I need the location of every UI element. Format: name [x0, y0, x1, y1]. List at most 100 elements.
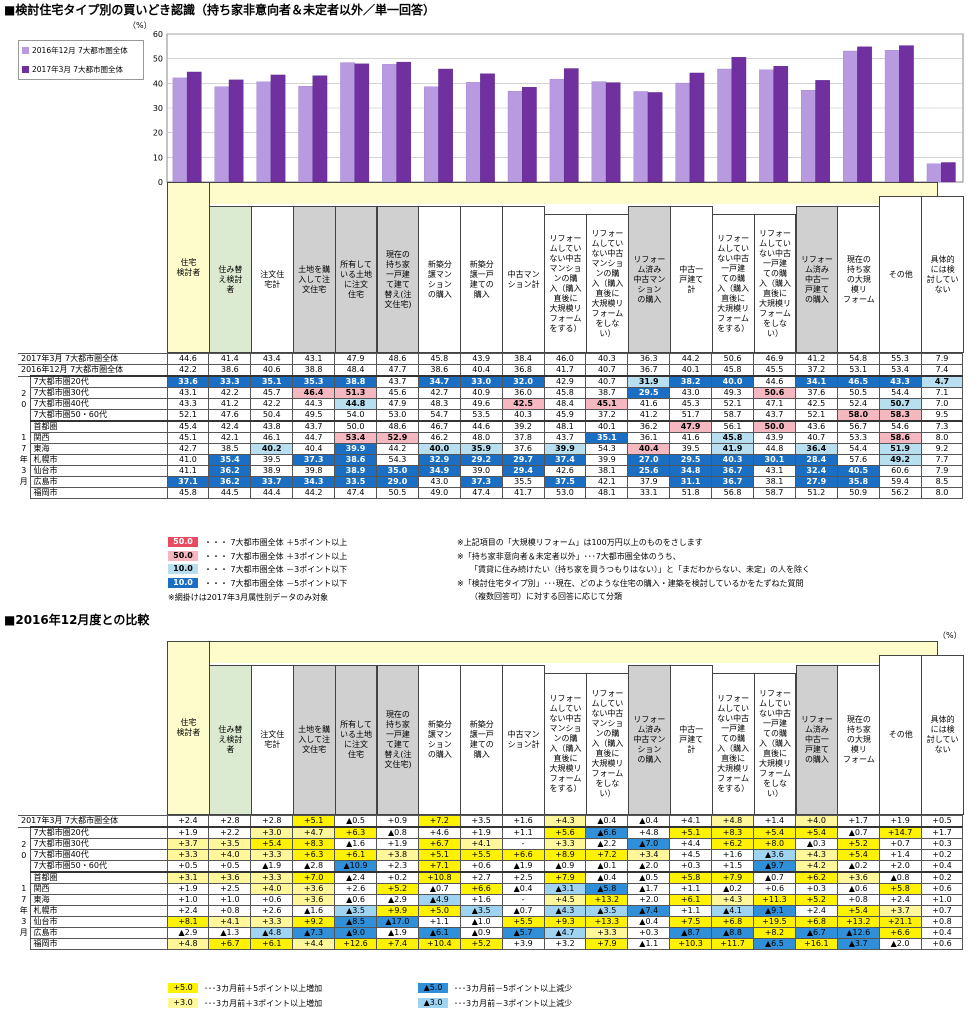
table-cell: 33.3: [208, 375, 252, 388]
table-cell: +6.1: [334, 849, 377, 861]
table-cell: +0.4: [920, 860, 964, 873]
table-cell: +1.9: [459, 826, 503, 839]
y-tick-label: 10: [153, 153, 163, 162]
column-header-12: リフォー ム済み 中古マン ション の購入: [627, 206, 671, 353]
bar-1-5: [340, 62, 355, 183]
table-cell: 50.5: [836, 387, 880, 399]
table-cell: +4.4: [292, 938, 336, 950]
table-cell: 48.3: [417, 398, 461, 410]
bar-1-11: [591, 81, 607, 183]
table-cell: 40.0: [417, 443, 461, 455]
table-cell: 39.9: [543, 443, 587, 455]
column-header-label: リフォー ムしてい ない中古 一戸建 ての購 入（購入 直後に 大規模リ フォー…: [759, 228, 792, 338]
column-header-label: 新築分 譲一戸 建ての 購入: [469, 259, 494, 299]
table-cell: 53.5: [459, 409, 503, 422]
y-tick-label: 40: [153, 79, 163, 88]
table-cell: 46.5: [836, 375, 880, 388]
table-cell: 39.8: [292, 465, 336, 477]
column-header-label: リフォー ム済み 中古一 戸建て の購入: [800, 254, 833, 304]
table-cell: +2.8: [208, 815, 252, 828]
table-cell: +0.8: [836, 894, 880, 906]
table-cell: 40.9: [459, 387, 503, 399]
table-cell: 4.7: [920, 375, 964, 388]
table-cell: 33.1: [627, 487, 671, 499]
row-label: 福岡市: [30, 938, 168, 950]
column-header-11: リフォー ムしてい ない中古 マンショ ンの購 入（購入 直後に 大規模リ フォ…: [586, 673, 629, 815]
table-cell: 34.3: [292, 476, 336, 488]
table-cell: 7.3: [920, 420, 964, 433]
table-cell: 31.9: [627, 375, 671, 388]
column-header-label: 具体的 には検 討してい ない: [926, 254, 959, 294]
legend-text: ･･･3カ月前－3ポイント以上減少: [454, 999, 573, 1008]
footnote: ※上記項目の「大規模リフォーム」は100万円以上のものをさします: [457, 538, 703, 547]
table-cell: 53.1: [836, 364, 880, 377]
table-cell: 46.1: [250, 432, 294, 444]
column-header-4: 土地を購 入して注 文住宅: [292, 206, 336, 353]
section-title-2: ■2016年12月度との比較: [4, 613, 150, 627]
table-cell: +1.6: [711, 849, 754, 861]
table-cell: +4.3: [794, 849, 838, 861]
table-cell: 54.3: [375, 454, 419, 466]
table-cell: +7.2: [585, 849, 629, 861]
table-cell: 48.6: [375, 420, 419, 433]
table-cell: ▲1.7: [627, 883, 671, 895]
table-cell: ▲1.6: [334, 838, 377, 850]
column-header-5: 所有して いる土地 に注文 住宅: [334, 206, 378, 353]
table-cell: ▲2.4: [334, 871, 377, 884]
column-header-label: 中古一 戸建て 計: [679, 725, 704, 754]
table-row: 東海 +1.0 +1.0 +0.6 +3.6 ▲0.6 ▲2.9 ▲4.9 +1.6- +4.5 +…: [18, 894, 964, 906]
table-cell: ▲2.9: [375, 894, 419, 906]
table-cell: 35.8: [836, 476, 880, 488]
table-row: 2 0 7大都市圏20代 +1.9 +2.2 +3.0 +4.7 +6.3 ▲0.8 +4.6 +…: [18, 826, 964, 872]
table-cell: 8.5: [920, 476, 964, 488]
table-cell: +0.6: [752, 883, 796, 895]
table-cell: 40.1: [585, 420, 629, 433]
table-cell: ▲0.8: [878, 871, 922, 884]
table-cell: 43.9: [752, 432, 796, 444]
table-cell: +4.1: [208, 916, 252, 928]
legend-text: ･･･3カ月前＋5ポイント以上増加: [204, 984, 323, 993]
table-cell: 38.1: [585, 465, 629, 477]
table-cell: 39.5: [250, 454, 294, 466]
table-cell: +2.6: [250, 905, 294, 917]
table-cell: +5.2: [459, 938, 503, 950]
table-cell: 51.7: [669, 409, 713, 422]
chart-legend: 2016年12月 7大都市圏全体 2017年3月 7大都市圏全体: [18, 40, 144, 80]
table-cell: 54.8: [836, 353, 880, 365]
footnote: （複数回答可）に対する回答に応じて分類: [470, 592, 622, 601]
table-cell: +13.3: [585, 916, 629, 928]
bar-1-12: [633, 91, 649, 183]
table-cell: 9.2: [920, 443, 964, 455]
table-cell: 43.1: [292, 353, 336, 365]
legend-swatch: 10.0: [168, 564, 198, 574]
table-cell: +0.6: [250, 894, 294, 906]
column-header-6: 現在の 持ち家 一戸建 て建て 替え(注 文住宅): [376, 206, 420, 353]
table-cell: +5.5: [459, 849, 503, 861]
table-cell: 56.2: [878, 487, 922, 499]
column-header-3: 注文住 宅計: [250, 206, 294, 353]
table-cell: ▲0.5: [334, 815, 377, 828]
table-cell: ▲6.7: [794, 927, 838, 939]
table-cell: 40.6: [250, 364, 294, 377]
table-cell: +5.4: [794, 826, 838, 839]
table-cell: ▲3.5: [334, 905, 377, 917]
legend-swatch: ▲5.0: [418, 983, 448, 993]
table-row: 広島市 37.1 36.2 33.7 34.3 33.5 29.0 43.0 37.3 35.5 3…: [18, 476, 964, 488]
table-cell: ▲6.5: [752, 938, 796, 950]
table-cell: 29.5: [627, 387, 671, 399]
column-header-label: 土地を購 入して注 文住宅: [298, 264, 331, 294]
note-mesh: ※網掛けは2017年3月属性別データのみ対象: [168, 593, 329, 602]
table-cell: +3.3: [250, 916, 294, 928]
table-cell: +0.2: [920, 871, 964, 884]
column-header-label: 所有して いる土地 に注文 住宅: [340, 259, 373, 299]
row-group-label: 2 0: [18, 376, 31, 421]
table-cell: 33.7: [250, 476, 294, 488]
table-cell: 54.6: [878, 420, 922, 433]
table-cell: 35.0: [375, 465, 419, 477]
column-header-label: リフォー ムしてい ない中古 マンショ ンの購 入（購入 直後に 大規模リ フォ…: [591, 228, 624, 338]
table-cell: ▲0.6: [334, 894, 377, 906]
column-header-16: リフォー ム済み 中古一 戸建て の購入: [795, 665, 839, 815]
table-cell: ▲8.7: [669, 927, 713, 939]
table-cell: 41.0: [166, 454, 210, 466]
table-cell: 43.1: [166, 387, 210, 399]
